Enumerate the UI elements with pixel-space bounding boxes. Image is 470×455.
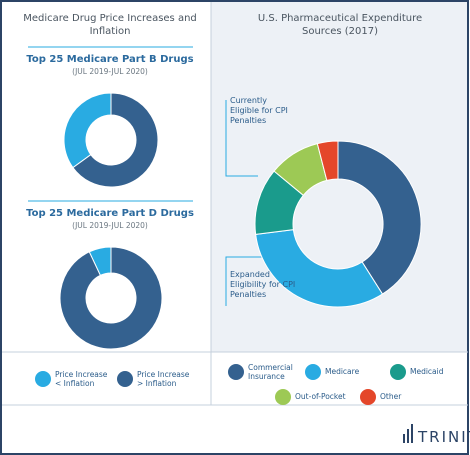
- bracket: [225, 100, 258, 177]
- right-title: U.S. Pharmaceutical Expenditure Sources …: [257, 13, 423, 37]
- donut-slice: [72, 92, 159, 188]
- donut-slice: [63, 92, 112, 169]
- legend-swatch: [305, 364, 321, 380]
- pies: [35, 92, 422, 405]
- chart-title: Top 25 Medicare Part B Drugs: [26, 54, 194, 65]
- legend-label: Price Increase < Inflation: [55, 370, 108, 388]
- chart-title: Top 25 Medicare Part D Drugs: [26, 208, 194, 219]
- bracket: [225, 256, 262, 306]
- chart-subtitle: (JUL 2019-JUL 2020): [72, 67, 148, 76]
- legend-label: Price Increase > Inflation: [137, 370, 190, 388]
- legend-swatch: [35, 371, 51, 387]
- chart-subtitle: (JUL 2019-JUL 2020): [72, 221, 148, 230]
- logo-text: TRINITY: [418, 428, 470, 446]
- legend-label: Medicare: [325, 367, 360, 376]
- donut-slice: [59, 246, 163, 350]
- annotation: Expanded Eligibility for CPI Penalties: [230, 270, 296, 299]
- logo-icon: [403, 424, 413, 443]
- legend-swatch: [360, 389, 376, 405]
- donut-slice: [316, 140, 339, 182]
- legend-label: Medicaid: [410, 367, 444, 376]
- donut-slice: [255, 229, 384, 308]
- legend-swatch: [117, 371, 133, 387]
- donut-slice: [337, 140, 422, 295]
- legend-swatch: [228, 364, 244, 380]
- left-title: Medicare Drug Price Increases and Inflat…: [23, 13, 197, 37]
- legend-swatch: [275, 389, 291, 405]
- legend-swatch: [390, 364, 406, 380]
- annotation: Currently Eligible for CPI Penalties: [230, 96, 288, 125]
- legend-label: Commercial Insurance: [248, 363, 293, 381]
- legend-label: Out-of-Pocket: [295, 392, 346, 401]
- legend-label: Other: [380, 392, 402, 401]
